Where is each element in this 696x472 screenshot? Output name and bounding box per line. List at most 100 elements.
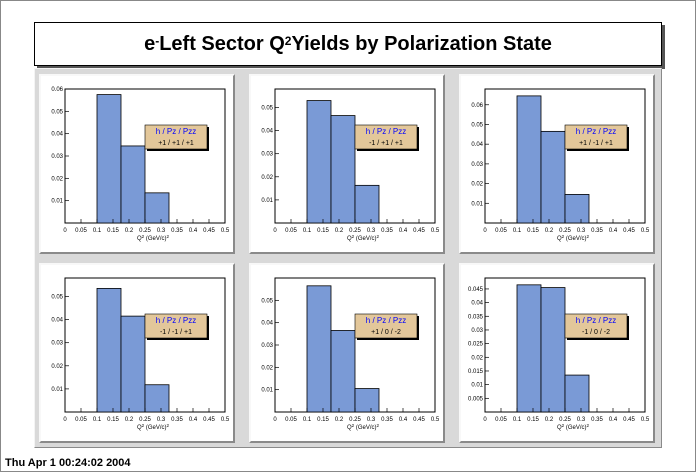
legend-box	[564, 313, 628, 339]
legend-header: h / Pz / Pzz	[576, 316, 616, 325]
histogram-4: 0.01 0.02 0.03 0.04 0.05 0 0.05 0.1 0.15 0.2 0.25 0…	[51, 277, 230, 431]
y-tick-label: 0.035	[468, 314, 484, 320]
y-tick-label: 0.025	[468, 342, 484, 348]
x-tick-label: 0.1	[513, 228, 522, 234]
x-tick-label: 0.25	[559, 417, 571, 423]
y-tick-label: 0.03	[51, 154, 63, 160]
y-tick-label: 0.02	[471, 355, 483, 361]
y-tick-label: 0.06	[51, 87, 63, 93]
legend-box	[354, 313, 418, 339]
x-tick-label: 0.2	[125, 228, 134, 234]
y-tick-label: 0.01	[261, 388, 273, 394]
x-tick-label: 0.35	[591, 417, 603, 423]
x-tick-label: 0.05	[75, 228, 87, 234]
legend-box	[144, 124, 208, 150]
x-tick-label: 0.45	[203, 417, 215, 423]
x-tick-label: 0.05	[495, 417, 507, 423]
y-tick-label: 0.03	[471, 328, 483, 334]
y-tick-label: 0.05	[51, 109, 63, 115]
title-middle: Left Sector Q	[159, 32, 285, 55]
legend-header: h / Pz / Pzz	[156, 127, 196, 136]
legend-header: h / Pz / Pzz	[366, 127, 406, 136]
x-tick-label: 0.5	[431, 417, 440, 423]
histogram-bar	[564, 374, 590, 413]
y-tick-label: 0.01	[51, 199, 63, 205]
x-tick-label: 0.3	[367, 228, 376, 234]
x-tick-label: 0.2	[335, 228, 344, 234]
histogram-bar	[540, 287, 566, 413]
x-tick-label: 0	[483, 417, 487, 423]
x-axis-title: Q2 (GeV/c)2	[347, 234, 380, 243]
title-prefix-sup: -	[155, 34, 160, 48]
histogram-bar	[96, 287, 122, 413]
x-tick-label: 0.25	[139, 228, 151, 234]
x-tick-label: 0.25	[559, 228, 571, 234]
x-tick-label: 0.4	[609, 417, 618, 423]
histogram-bar	[144, 384, 170, 413]
x-tick-label: 0.5	[221, 417, 230, 423]
x-tick-label: 0.45	[413, 417, 425, 423]
y-tick-label: 0.01	[471, 383, 483, 389]
y-tick-label: 0.05	[471, 122, 483, 128]
y-tick-label: 0.02	[51, 176, 63, 182]
x-tick-label: 0.4	[399, 417, 408, 423]
y-tick-label: 0.02	[261, 175, 273, 181]
x-tick-label: 0.2	[545, 417, 554, 423]
x-tick-label: 0.5	[431, 228, 440, 234]
x-tick-label: 0.4	[609, 228, 618, 234]
timestamp: Thu Apr 1 00:24:02 2004	[5, 457, 131, 469]
y-tick-label: 0.02	[51, 364, 63, 370]
x-tick-label: 0.05	[75, 417, 87, 423]
histogram-3: 0.01 0.02 0.03 0.04 0.05 0.06 0 0.05 0.1 0.15 0.2 0…	[471, 88, 650, 243]
y-tick-label: 0.04	[51, 132, 63, 138]
x-tick-label: 0.15	[527, 417, 539, 423]
x-tick-label: 0	[63, 228, 67, 234]
x-tick-label: 0.25	[139, 417, 151, 423]
x-tick-label: 0.2	[545, 228, 554, 234]
histogram-bar	[306, 285, 332, 413]
x-axis-title: Q2 (GeV/c)2	[557, 234, 590, 243]
x-axis-title: Q2 (GeV/c)2	[347, 423, 380, 432]
y-tick-label: 0.04	[471, 142, 483, 148]
x-tick-label: 0.15	[527, 228, 539, 234]
x-tick-label: 0	[273, 228, 277, 234]
x-tick-label: 0.15	[317, 228, 329, 234]
legend-value: -1 / +1 / +1	[369, 140, 403, 147]
y-tick-label: 0.045	[468, 287, 484, 293]
x-tick-label: 0.4	[189, 417, 198, 423]
x-tick-label: 0.35	[171, 228, 183, 234]
y-tick-label: 0.005	[468, 396, 484, 402]
y-tick-label: 0.03	[261, 343, 273, 349]
x-tick-label: 0.3	[157, 417, 166, 423]
pad-2: 0.01 0.02 0.03 0.04 0.05 0 0.05 0.1 0.15 0.2 0.25 0…	[249, 74, 445, 254]
x-tick-label: 0.3	[577, 417, 586, 423]
pad-3: 0.01 0.02 0.03 0.04 0.05 0.06 0 0.05 0.1 0.15 0.2 0…	[459, 74, 655, 254]
x-tick-label: 0.25	[349, 417, 361, 423]
y-tick-label: 0.04	[471, 301, 483, 307]
y-tick-label: 0.04	[51, 318, 63, 324]
legend-value: +1 / +1 / +1	[158, 140, 194, 147]
y-tick-label: 0.05	[261, 298, 273, 304]
histogram-2: 0.01 0.02 0.03 0.04 0.05 0 0.05 0.1 0.15 0.2 0.25 0…	[261, 88, 440, 243]
histogram-1: 0.01 0.02 0.03 0.04 0.05 0.06 0 0.05 0.1 0.15 0.2 0…	[51, 87, 230, 242]
histogram-bar	[306, 100, 332, 224]
histogram-bar	[144, 192, 170, 224]
histogram-bar	[564, 194, 590, 224]
x-axis-title: Q2 (GeV/c)2	[557, 423, 590, 432]
x-tick-label: 0.45	[203, 228, 215, 234]
legend-value: -1 / -1 / +1	[160, 329, 192, 336]
x-tick-label: 0.5	[641, 228, 650, 234]
pad-5: 0.01 0.02 0.03 0.04 0.05 0 0.05 0.1 0.15 0.2 0.25 0…	[249, 263, 445, 443]
x-tick-label: 0.05	[285, 228, 297, 234]
x-tick-label: 0.2	[125, 417, 134, 423]
x-tick-label: 0	[63, 417, 67, 423]
x-tick-label: 0.4	[399, 228, 408, 234]
histogram-bar	[330, 115, 356, 224]
x-tick-label: 0.1	[303, 228, 312, 234]
x-tick-label: 0.4	[189, 228, 198, 234]
x-tick-label: 0.35	[171, 417, 183, 423]
x-tick-label: 0	[273, 417, 277, 423]
histogram-bar	[516, 284, 542, 413]
histogram-bar	[540, 130, 566, 224]
histogram-bar	[96, 94, 122, 224]
